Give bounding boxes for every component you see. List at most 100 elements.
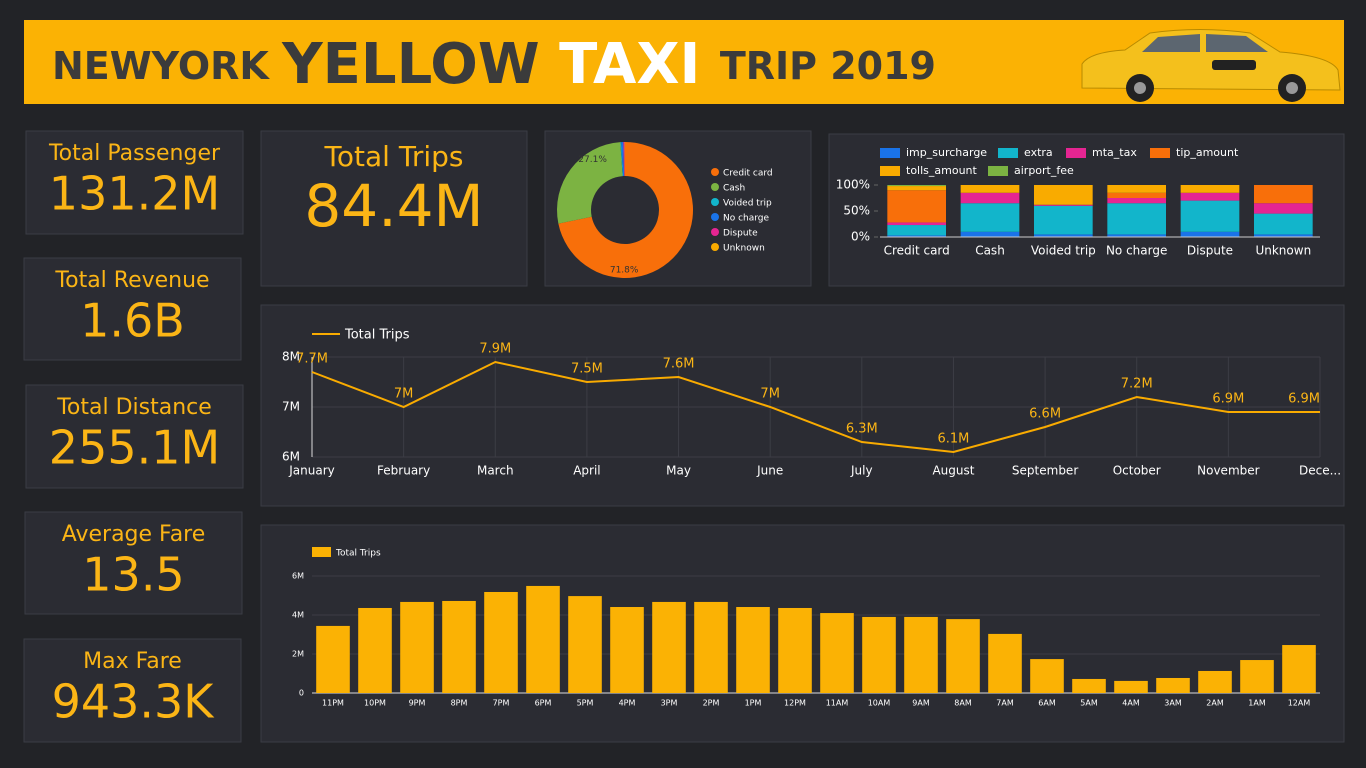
kpi-card bbox=[25, 130, 244, 235]
panel bbox=[260, 304, 1345, 507]
y-tick-label: 0 bbox=[299, 689, 304, 698]
kpi-label: Max Fare bbox=[83, 649, 182, 674]
x-tick-label: 4AM bbox=[1122, 699, 1140, 708]
y-tick-label: 50% bbox=[843, 204, 870, 218]
legend-label: imp_surcharge bbox=[906, 146, 987, 159]
legend-label: Cash bbox=[723, 184, 745, 194]
legend-swatch bbox=[880, 166, 900, 176]
bar-segment bbox=[1254, 213, 1313, 235]
legend-label: Total Trips bbox=[335, 549, 381, 559]
bar-segment bbox=[1180, 192, 1240, 201]
title-part: NEWYORK bbox=[52, 44, 282, 88]
x-tick-label: February bbox=[377, 464, 430, 478]
bar-segment bbox=[1107, 185, 1166, 193]
x-tick-label: 1PM bbox=[745, 699, 762, 708]
kpi-value: 1.6B bbox=[80, 294, 185, 348]
x-tick-label: Cash bbox=[975, 244, 1005, 258]
y-tick-label: 2M bbox=[292, 650, 304, 659]
x-tick-label: 7AM bbox=[996, 699, 1014, 708]
bar-segment bbox=[1107, 203, 1166, 235]
bar-segment bbox=[887, 235, 946, 237]
legend-label: tolls_amount bbox=[906, 164, 978, 177]
x-tick-label: 2AM bbox=[1206, 699, 1224, 708]
legend-label: extra bbox=[1024, 146, 1053, 159]
x-tick-label: 11PM bbox=[322, 699, 344, 708]
bar-segment bbox=[960, 203, 1020, 232]
pie-slice bbox=[621, 142, 625, 177]
kpi-value: 255.1M bbox=[49, 421, 220, 475]
x-tick-label: November bbox=[1197, 464, 1259, 478]
kpi-value: 943.3K bbox=[52, 675, 216, 729]
bar bbox=[946, 619, 980, 693]
legend-label: Unknown bbox=[723, 244, 765, 254]
x-tick-label: 6AM bbox=[1038, 699, 1056, 708]
data-label: 6.1M bbox=[938, 432, 970, 447]
legend-swatch bbox=[988, 166, 1008, 176]
bar-segment bbox=[1254, 234, 1313, 237]
kpi-card bbox=[23, 257, 242, 361]
x-tick-label: 4PM bbox=[619, 699, 636, 708]
y-tick-label: 0% bbox=[851, 230, 870, 244]
data-label: 7M bbox=[394, 387, 414, 402]
legend-label: tip_amount bbox=[1176, 146, 1239, 159]
taxi-image bbox=[1081, 29, 1341, 102]
header-title: NEWYORK YELLOW TAXI TRIP 2019 bbox=[52, 32, 936, 97]
bar-segment bbox=[1254, 185, 1313, 204]
bar bbox=[1114, 680, 1148, 693]
kpi-value: 131.2M bbox=[49, 167, 220, 221]
x-tick-label: September bbox=[1012, 464, 1078, 478]
bar bbox=[988, 633, 1022, 693]
x-tick-label: June bbox=[756, 464, 783, 478]
title-part: TAXI bbox=[559, 32, 720, 97]
legend-swatch bbox=[711, 228, 719, 236]
bar bbox=[1030, 659, 1064, 693]
kpi-label: Total Distance bbox=[56, 395, 212, 420]
data-label: 6.3M bbox=[846, 422, 878, 437]
bar-segment bbox=[960, 185, 1020, 193]
data-label: 7.2M bbox=[1121, 377, 1153, 392]
bar bbox=[610, 607, 644, 693]
bar bbox=[1282, 645, 1316, 693]
bar bbox=[736, 607, 770, 693]
legend-swatch bbox=[711, 243, 719, 251]
x-tick-label: April bbox=[573, 464, 600, 478]
kpi-card bbox=[25, 384, 244, 489]
data-label: 7.9M bbox=[479, 342, 511, 357]
data-label: 6.9M bbox=[1212, 392, 1244, 407]
bar-segment bbox=[1180, 200, 1240, 232]
kpi-value: 84.4M bbox=[304, 172, 483, 240]
kpi-label: Total Revenue bbox=[54, 268, 209, 293]
bar-segment bbox=[887, 190, 946, 223]
bar-segment bbox=[1034, 205, 1093, 235]
title-part: YELLOW bbox=[281, 32, 559, 97]
x-tick-label: 1AM bbox=[1248, 699, 1266, 708]
x-tick-label: 8AM bbox=[954, 699, 972, 708]
x-tick-label: 6PM bbox=[535, 699, 552, 708]
legend-swatch bbox=[1066, 148, 1086, 158]
bar-segment bbox=[1034, 185, 1093, 205]
bar bbox=[904, 616, 938, 693]
slice-label: 71.8% bbox=[610, 265, 639, 275]
kpi-value: 13.5 bbox=[82, 548, 184, 602]
bar bbox=[526, 585, 560, 693]
kpi-label: Average Fare bbox=[62, 522, 206, 547]
x-tick-label: 8PM bbox=[451, 699, 468, 708]
bar-segment bbox=[960, 192, 1020, 204]
bar bbox=[400, 601, 434, 693]
x-tick-label: 9AM bbox=[912, 699, 930, 708]
bar bbox=[568, 596, 602, 693]
legend-swatch bbox=[1150, 148, 1170, 158]
bar-segment bbox=[887, 186, 946, 191]
bar bbox=[862, 616, 896, 693]
line-series bbox=[311, 360, 1320, 454]
legend-swatch bbox=[711, 183, 719, 191]
data-label: 7.6M bbox=[663, 357, 695, 372]
data-label: 7.5M bbox=[571, 362, 603, 377]
bar-segment bbox=[887, 225, 946, 236]
x-tick-label: 3AM bbox=[1164, 699, 1182, 708]
bar-segment bbox=[960, 231, 1020, 237]
x-tick-label: Dece... bbox=[1299, 464, 1341, 478]
data-label: 6.6M bbox=[1029, 407, 1061, 422]
